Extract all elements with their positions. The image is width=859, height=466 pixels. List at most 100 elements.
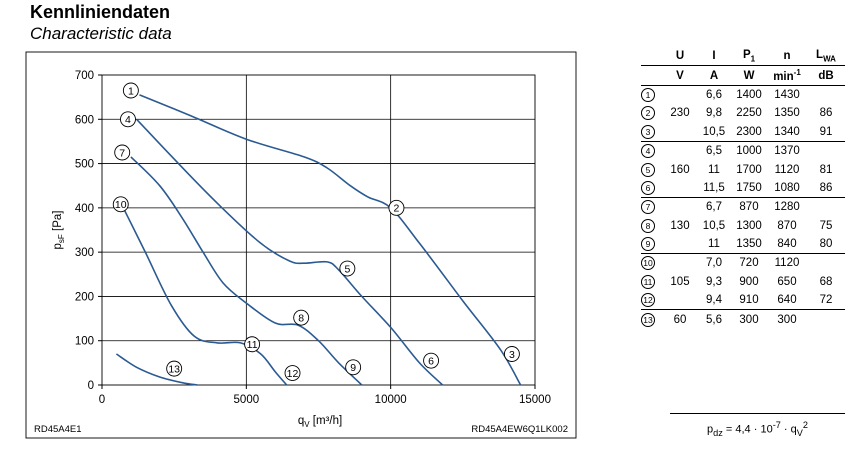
table-row: 5 160 11 1700 1120 81 — [641, 160, 845, 178]
table-units-row: V A W min-1 dB — [641, 65, 845, 86]
table-row: 12 9,4 910 640 72 — [641, 291, 845, 310]
y-tick-label: 700 — [75, 70, 94, 82]
row-id: 3 — [641, 123, 663, 142]
marker-label-13: 13 — [168, 363, 180, 375]
title-english: Characteristic data — [30, 24, 172, 43]
marker-label-6: 6 — [428, 355, 434, 367]
table-row: 10 7,0 720 1120 — [641, 253, 845, 273]
cell-LWA — [807, 309, 845, 329]
row-id-circle: 11 — [641, 274, 655, 289]
y-tick-label: 500 — [75, 159, 94, 171]
cell-LWA — [807, 84, 845, 105]
row-id: 13 — [641, 309, 663, 329]
cell-P1: 1000 — [731, 140, 767, 161]
unit-P1: W — [731, 65, 767, 86]
cell-I: 7,0 — [697, 253, 731, 273]
cell-LWA: 86 — [819, 181, 833, 194]
cell-I: 9,8 — [706, 107, 722, 120]
cell-U — [663, 235, 697, 254]
row-id: 10 — [641, 253, 663, 273]
marker-circle-7 — [114, 144, 131, 161]
cell-LWA — [807, 140, 845, 161]
cell-I: 10,5 — [702, 125, 726, 138]
cell-LWA: 80 — [819, 238, 833, 251]
unit-U: V — [663, 65, 697, 86]
row-id-circle: 3 — [641, 124, 655, 139]
table-row: 9 11 1350 840 80 — [641, 235, 845, 254]
y-tick-label: 0 — [88, 380, 94, 392]
cell-LWA: 91 — [819, 125, 833, 138]
cell-P1: 1750 — [736, 181, 762, 194]
marker-circle-4 — [120, 111, 136, 128]
cell-n: 1350 — [774, 107, 800, 120]
x-tick-label: 5000 — [234, 394, 260, 406]
characteristic-table: U I P1 n LWA V A W min-1 dB 1 6,6 1400 1430… — [641, 47, 845, 329]
footer-right: RD45A4EW6Q1LK002 — [471, 424, 568, 435]
cell-n: 1280 — [767, 197, 807, 217]
cell-LWA: 86 — [819, 107, 833, 120]
cell-P1: 1700 — [736, 163, 762, 176]
cell-LWA — [807, 253, 845, 273]
y-tick-label: 400 — [75, 203, 94, 215]
row-id-circle: 6 — [641, 180, 655, 195]
header-LWA: LWA — [816, 49, 836, 64]
table-row: 2 230 9,8 2250 1350 86 — [641, 104, 845, 122]
y-tick-label: 300 — [75, 247, 94, 259]
cell-LWA: 75 — [819, 219, 833, 232]
row-id-circle: 4 — [641, 144, 655, 159]
cell-U: 160 — [670, 163, 690, 176]
cell-P1: 2300 — [736, 125, 762, 138]
cell-P1: 1350 — [736, 238, 762, 251]
cell-I: 10,5 — [702, 219, 726, 232]
x-tick-label: 0 — [99, 394, 105, 406]
cell-P1: 910 — [739, 294, 759, 307]
cell-n: 1080 — [774, 181, 800, 194]
marker-circle-6 — [423, 352, 440, 369]
x-tick-label: 15000 — [519, 394, 551, 406]
row-id-circle: 2 — [641, 106, 655, 121]
row-id-circle: 5 — [641, 162, 655, 177]
marker-circle-10 — [112, 196, 129, 213]
marker-label-10: 10 — [115, 199, 127, 211]
table-row: 7 6,7 870 1280 — [641, 197, 845, 217]
marker-label-3: 3 — [509, 349, 515, 361]
cell-U: 230 — [670, 107, 690, 120]
cell-U — [663, 197, 697, 217]
cell-I: 11,5 — [703, 181, 725, 194]
row-id: 7 — [641, 197, 663, 217]
marker-circle-5 — [339, 260, 356, 277]
marker-circle-13 — [166, 360, 183, 377]
row-id-circle: 10 — [641, 256, 655, 271]
row-id: 6 — [641, 179, 663, 198]
cell-LWA: 81 — [819, 163, 833, 176]
row-id: 4 — [641, 140, 663, 161]
cell-I: 5,6 — [697, 309, 731, 329]
curve-10-11-12 — [121, 205, 288, 386]
cell-I: 6,6 — [697, 84, 731, 105]
cell-U — [663, 123, 697, 142]
row-id: 9 — [641, 235, 663, 254]
marker-circle-12 — [284, 365, 301, 381]
curve-4-5-6 — [136, 118, 444, 386]
chart-frame — [25, 51, 577, 439]
unit-I: A — [697, 65, 731, 86]
cell-P1: 900 — [739, 275, 759, 288]
cell-LWA: 68 — [819, 275, 833, 288]
unit-LWA: dB — [807, 65, 845, 86]
y-tick-label: 600 — [75, 114, 94, 126]
marker-label-12: 12 — [287, 368, 299, 380]
row-id: 5 — [641, 160, 663, 178]
marker-circle-3 — [503, 346, 520, 362]
row-id-circle: 12 — [641, 293, 655, 308]
cell-U — [663, 291, 697, 310]
marker-circle-11 — [244, 336, 261, 353]
y-tick-label: 200 — [75, 291, 94, 303]
cell-U — [663, 140, 697, 161]
curve-13 — [115, 353, 198, 386]
cell-U: 105 — [670, 275, 690, 288]
cell-n: 650 — [777, 275, 797, 288]
cell-n: 1370 — [767, 140, 807, 161]
row-id-circle: 8 — [641, 218, 655, 233]
row-id: 11 — [641, 273, 663, 291]
marker-label-11: 11 — [247, 339, 258, 351]
